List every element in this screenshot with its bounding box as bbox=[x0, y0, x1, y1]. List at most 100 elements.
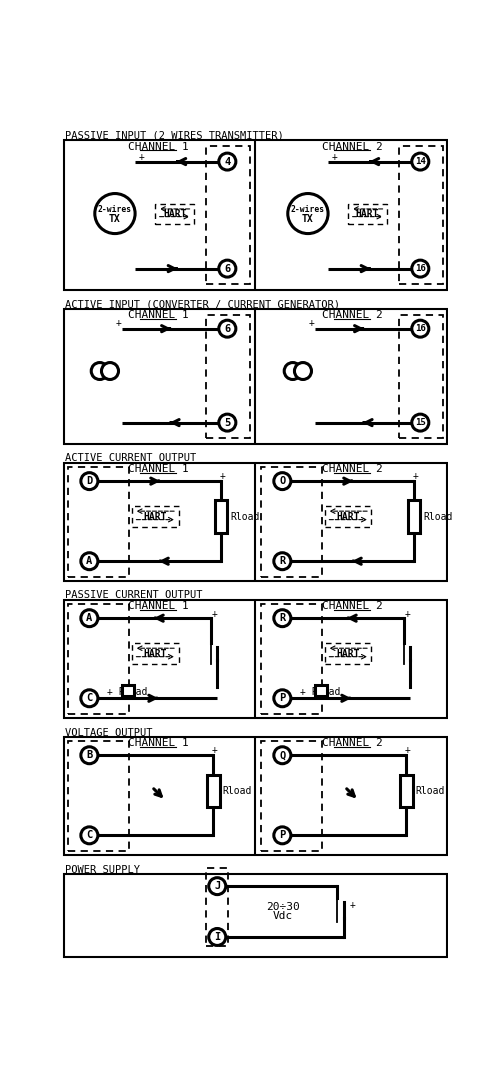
Circle shape bbox=[274, 689, 291, 707]
Circle shape bbox=[412, 320, 429, 337]
Text: 4: 4 bbox=[224, 156, 231, 167]
Text: Rload: Rload bbox=[231, 512, 260, 521]
Circle shape bbox=[81, 827, 98, 843]
Text: B: B bbox=[86, 751, 93, 760]
Bar bbox=[408, 501, 420, 533]
Bar bbox=[132, 506, 178, 528]
Text: 14: 14 bbox=[415, 157, 426, 166]
Text: ACTIVE CURRENT OUTPUT: ACTIVE CURRENT OUTPUT bbox=[65, 453, 197, 463]
Bar bbox=[206, 868, 228, 947]
Text: O: O bbox=[279, 476, 285, 486]
Text: A: A bbox=[86, 613, 93, 624]
Bar bbox=[64, 873, 447, 957]
Text: CHANNEL 2: CHANNEL 2 bbox=[322, 310, 382, 320]
Text: +: + bbox=[116, 319, 122, 328]
Text: CHANNEL 2: CHANNEL 2 bbox=[322, 464, 382, 474]
Bar bbox=[215, 501, 227, 533]
Bar bbox=[132, 643, 178, 665]
Text: HART: HART bbox=[356, 209, 379, 219]
Text: J: J bbox=[214, 881, 221, 891]
Text: R: R bbox=[279, 613, 285, 624]
Text: P: P bbox=[279, 830, 285, 840]
Text: +: + bbox=[138, 152, 144, 162]
Bar bbox=[64, 140, 447, 290]
Text: 15: 15 bbox=[415, 418, 426, 428]
Text: PASSIVE CURRENT OUTPUT: PASSIVE CURRENT OUTPUT bbox=[65, 590, 203, 601]
Text: CHANNEL 1: CHANNEL 1 bbox=[128, 601, 189, 612]
Text: C: C bbox=[86, 830, 93, 840]
Text: PASSIVE INPUT (2 WIRES TRANSMITTER): PASSIVE INPUT (2 WIRES TRANSMITTER) bbox=[65, 130, 284, 141]
Bar bbox=[206, 146, 250, 284]
Text: A: A bbox=[86, 556, 93, 567]
Text: +: + bbox=[413, 471, 419, 480]
Text: Rload: Rload bbox=[119, 687, 148, 697]
Bar bbox=[348, 204, 387, 224]
Bar bbox=[398, 314, 443, 438]
Text: CHANNEL 1: CHANNEL 1 bbox=[128, 141, 189, 152]
Bar bbox=[261, 467, 322, 576]
Text: +: + bbox=[331, 152, 337, 162]
Text: TX: TX bbox=[302, 214, 314, 224]
Bar bbox=[261, 604, 322, 714]
Text: +: + bbox=[404, 609, 410, 618]
Circle shape bbox=[219, 415, 236, 431]
Text: +: + bbox=[300, 687, 305, 697]
Bar bbox=[64, 737, 447, 855]
Circle shape bbox=[274, 827, 291, 843]
Bar bbox=[325, 643, 372, 665]
Text: VOLTAGE OUTPUT: VOLTAGE OUTPUT bbox=[65, 728, 153, 738]
Circle shape bbox=[209, 878, 226, 895]
Bar bbox=[400, 774, 412, 807]
Bar bbox=[207, 774, 220, 807]
Text: CHANNEL 1: CHANNEL 1 bbox=[128, 464, 189, 474]
Text: 2-wires: 2-wires bbox=[291, 206, 325, 214]
Circle shape bbox=[81, 473, 98, 490]
Text: HART: HART bbox=[163, 209, 186, 219]
Circle shape bbox=[209, 928, 226, 946]
Text: Rload: Rload bbox=[312, 687, 341, 697]
Bar bbox=[64, 309, 447, 444]
Text: Rload: Rload bbox=[416, 785, 445, 796]
Circle shape bbox=[81, 689, 98, 707]
Circle shape bbox=[81, 610, 98, 627]
Circle shape bbox=[81, 553, 98, 570]
Bar bbox=[64, 600, 447, 718]
Text: HART: HART bbox=[143, 648, 167, 659]
Circle shape bbox=[274, 610, 291, 627]
Text: POWER SUPPLY: POWER SUPPLY bbox=[65, 865, 140, 875]
Circle shape bbox=[294, 363, 311, 379]
Text: HART: HART bbox=[337, 512, 360, 521]
Circle shape bbox=[81, 746, 98, 764]
Circle shape bbox=[412, 415, 429, 431]
Text: HART: HART bbox=[337, 648, 360, 659]
Circle shape bbox=[274, 553, 291, 570]
Circle shape bbox=[91, 363, 108, 379]
Text: CHANNEL 2: CHANNEL 2 bbox=[322, 141, 382, 152]
Circle shape bbox=[219, 320, 236, 337]
Bar bbox=[64, 463, 447, 582]
Text: D: D bbox=[86, 476, 93, 486]
Bar bbox=[68, 467, 129, 576]
Text: +: + bbox=[350, 900, 356, 910]
Text: HART: HART bbox=[143, 512, 167, 521]
Text: CHANNEL 1: CHANNEL 1 bbox=[128, 739, 189, 749]
Circle shape bbox=[274, 473, 291, 490]
Text: I: I bbox=[214, 932, 221, 942]
Text: 16: 16 bbox=[415, 264, 426, 274]
Text: +: + bbox=[212, 745, 218, 755]
Text: 2-wires: 2-wires bbox=[98, 206, 132, 214]
Text: 6: 6 bbox=[224, 324, 231, 334]
Circle shape bbox=[284, 363, 301, 379]
Circle shape bbox=[412, 261, 429, 277]
Bar bbox=[122, 685, 134, 696]
Text: Vdc: Vdc bbox=[273, 911, 293, 921]
Text: CHANNEL 1: CHANNEL 1 bbox=[128, 310, 189, 320]
Text: Rload: Rload bbox=[423, 512, 453, 521]
Bar bbox=[261, 741, 322, 851]
Circle shape bbox=[274, 746, 291, 764]
Text: +: + bbox=[405, 745, 411, 755]
Text: P: P bbox=[279, 694, 285, 703]
Circle shape bbox=[102, 363, 119, 379]
Bar bbox=[315, 685, 327, 696]
Text: CHANNEL 2: CHANNEL 2 bbox=[322, 739, 382, 749]
